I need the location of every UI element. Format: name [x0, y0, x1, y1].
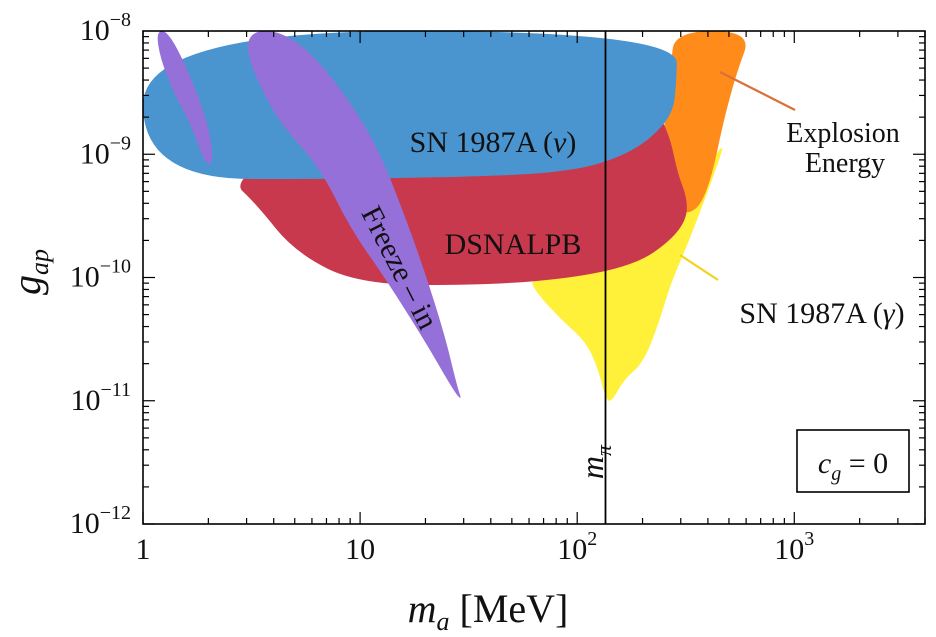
- ticks-layer: [142, 31, 926, 525]
- label-cg: cg = 0: [818, 447, 888, 485]
- pointer-explosion-energy: [719, 71, 796, 111]
- label-sn1987a-nu: SN 1987A (ν): [410, 126, 577, 159]
- label-sn1987a-gamma: SN 1987A (γ): [739, 297, 904, 330]
- regions-layer: [143, 31, 746, 401]
- label-explosion-energy-line1: Explosion: [786, 118, 900, 149]
- region-freeze-in-small-5: [157, 31, 213, 164]
- label-m-pi: mπ: [574, 444, 616, 479]
- y-tick-label: 10−10: [70, 256, 131, 294]
- y-tick-label: 10−11: [70, 379, 131, 417]
- axis-labels-layer: 1 10 102 103 10−12 10−11 10−10 10−9 10−8 ma [MeV]…: [4, 9, 814, 636]
- pointer-sn1987a-gamma: [679, 254, 719, 281]
- x-tick-label: 1: [136, 533, 151, 566]
- cg-box: [796, 429, 910, 493]
- region-explosion-energy: [663, 31, 746, 213]
- y-tick-label: 10−8: [80, 9, 131, 47]
- x-tick-label: 102: [557, 528, 597, 566]
- label-explosion-energy-line2: Energy: [805, 148, 885, 179]
- y-tick-label: 10−12: [70, 502, 131, 540]
- x-tick-label: 103: [774, 528, 814, 566]
- x-tick-label: 10: [345, 533, 375, 566]
- x-axis-label: ma [MeV]: [408, 586, 569, 636]
- region-freeze-in: [247, 31, 461, 398]
- y-axis-label: gap: [4, 249, 54, 295]
- label-dsnalpb: DSNALPB: [445, 228, 582, 261]
- y-tick-label: 10−9: [80, 132, 131, 170]
